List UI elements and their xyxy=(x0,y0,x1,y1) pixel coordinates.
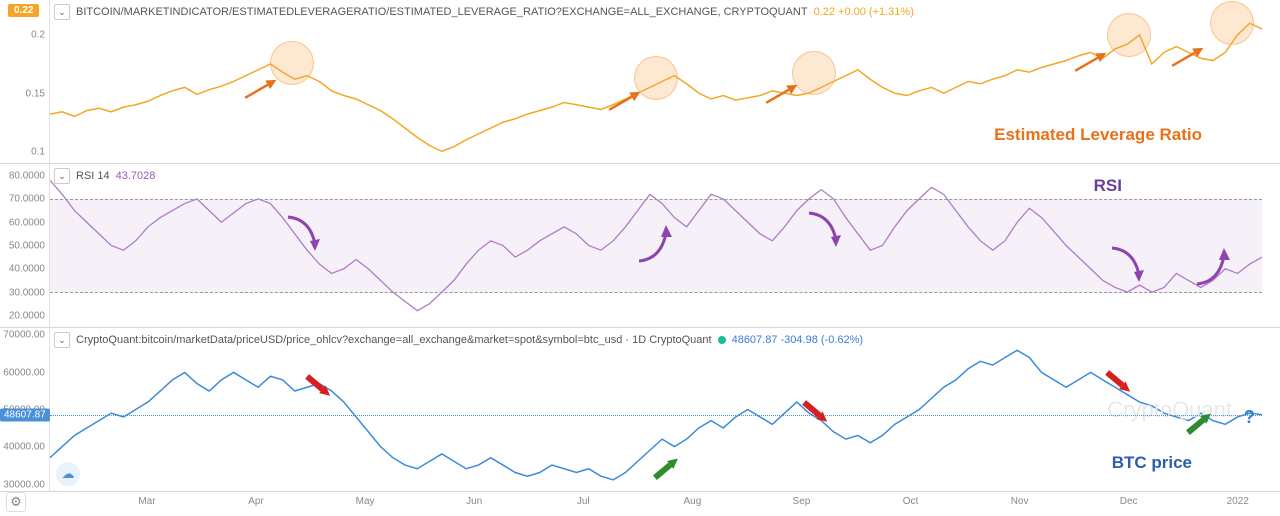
x-tick: Dec xyxy=(1120,496,1138,507)
y-tick: 30000.00 xyxy=(3,479,45,490)
panel-header: ⌄ CryptoQuant:bitcoin/marketData/priceUSD… xyxy=(54,332,863,348)
metric-value: 43.7028 xyxy=(116,170,156,182)
highlight-circle xyxy=(792,51,836,95)
value-badge: 0.22 xyxy=(8,4,39,17)
y-tick: 0.15 xyxy=(26,88,45,99)
x-axis: Mar Apr May Jun Jul Aug Sep Oct Nov Dec 2022 xyxy=(50,492,1262,516)
panel-title: BITCOIN/MARKETINDICATOR/ESTIMATEDLEVERAG… xyxy=(76,6,808,18)
highlight-circle xyxy=(1210,1,1254,45)
chart-panel-1: 0.10.150.2 Estimated Leverage Ratio0.22⌄… xyxy=(0,0,1280,164)
highlight-circle xyxy=(1107,13,1151,57)
line-chart xyxy=(50,328,1262,491)
overlay-label: Estimated Leverage Ratio xyxy=(994,125,1202,145)
chart-panel-2: 20.0000 30.0000 40.0000 50.0000 60.0000 70.00… xyxy=(0,164,1280,328)
overlay-label: RSI xyxy=(1094,176,1122,196)
y-tick: 60000.00 xyxy=(3,367,45,378)
plot-area: RSI ⌄ RSI 14 43.7028 xyxy=(50,164,1262,327)
y-tick: 40000.00 xyxy=(3,442,45,453)
chart-panel-3: 30000.0040000.0050000.0060000.0070000.00… xyxy=(0,328,1280,492)
x-tick: Mar xyxy=(138,496,155,507)
collapse-button[interactable]: ⌄ xyxy=(54,4,70,20)
metric-value: 0.22 +0.00 (+1.31%) xyxy=(814,6,914,18)
x-tick: May xyxy=(356,496,375,507)
y-tick: 80.0000 xyxy=(9,170,45,181)
y-tick: 60.0000 xyxy=(9,217,45,228)
y-tick: 40.0000 xyxy=(9,264,45,275)
y-axis: 0.1 0.15 0.2 xyxy=(0,0,50,163)
y-tick: 70.0000 xyxy=(9,194,45,205)
y-axis: 20.0000 30.0000 40.0000 50.0000 60.0000 70.00… xyxy=(0,164,50,327)
collapse-button[interactable]: ⌄ xyxy=(54,332,70,348)
x-tick: Sep xyxy=(793,496,811,507)
x-tick: Aug xyxy=(683,496,701,507)
x-tick: Nov xyxy=(1011,496,1029,507)
rsi-band xyxy=(50,199,1262,293)
x-tick: Oct xyxy=(903,496,919,507)
x-tick: Jul xyxy=(577,496,590,507)
cloud-icon[interactable]: ☁ xyxy=(56,462,80,486)
y-tick: 50.0000 xyxy=(9,241,45,252)
collapse-button[interactable]: ⌄ xyxy=(54,168,70,184)
status-dot-icon xyxy=(718,336,726,344)
question-mark: ? xyxy=(1244,407,1255,428)
plot-area: CryptoQuant48607.87 ?BTC price⌄CryptoQua… xyxy=(50,328,1262,491)
x-tick: Jun xyxy=(466,496,482,507)
panel-title: CryptoQuant:bitcoin/marketData/priceUSD/… xyxy=(76,334,712,346)
x-tick: 2022 xyxy=(1227,496,1249,507)
y-tick: 0.1 xyxy=(31,147,45,158)
watermark: CryptoQuant xyxy=(1107,397,1232,423)
y-tick: 20.0000 xyxy=(9,311,45,322)
overlay-label: BTC price xyxy=(1112,453,1192,473)
gear-icon[interactable]: ⚙ xyxy=(6,492,26,512)
metric-value: 48607.87 -304.98 (-0.62%) xyxy=(732,334,863,346)
price-badge: 48607.87 xyxy=(0,409,50,422)
y-tick: 0.2 xyxy=(31,30,45,41)
panel-title: RSI 14 xyxy=(76,170,110,182)
x-tick: Apr xyxy=(248,496,264,507)
panel-header: ⌄ RSI 14 43.7028 xyxy=(54,168,155,184)
y-tick: 30.0000 xyxy=(9,287,45,298)
plot-area: Estimated Leverage Ratio 0.22⌄BITCOIN/MAR… xyxy=(50,0,1262,163)
y-tick: 70000.00 xyxy=(3,330,45,341)
panel-header: 0.22⌄BITCOIN/MARKETINDICATOR/ESTIMATEDLE… xyxy=(54,4,914,20)
current-price-line xyxy=(50,415,1262,416)
